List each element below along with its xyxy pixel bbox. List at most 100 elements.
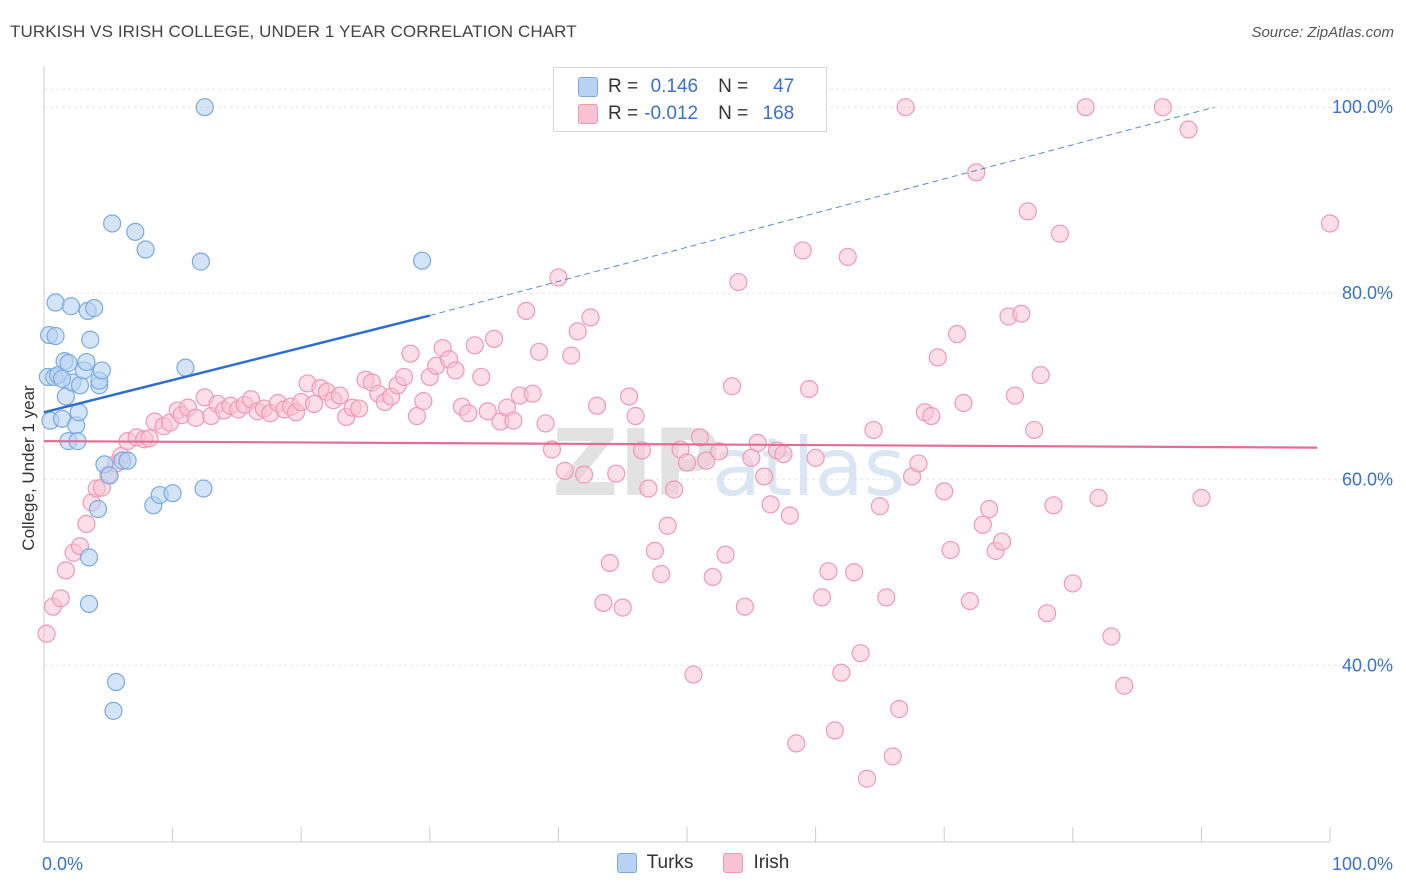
irish-point xyxy=(1018,202,1037,221)
irish-point xyxy=(349,399,369,418)
irish-point xyxy=(613,598,632,617)
irish-point xyxy=(1005,386,1025,405)
irish-point xyxy=(530,342,549,361)
irish-point xyxy=(722,377,742,396)
y-tick-label: 40.0% xyxy=(1342,655,1393,675)
irish-point xyxy=(600,553,619,573)
irish-point xyxy=(639,479,658,498)
irish-point xyxy=(1153,98,1172,117)
irish-point xyxy=(626,406,645,426)
irish-point xyxy=(774,445,793,464)
turks-point xyxy=(79,548,99,567)
axes xyxy=(43,66,1331,843)
turks-point xyxy=(46,293,65,312)
irish-point xyxy=(517,301,536,321)
irish-point xyxy=(555,461,574,480)
turks-trend-extension xyxy=(429,106,1215,317)
legend-irish-label: Irish xyxy=(753,852,790,873)
irish-point xyxy=(562,346,581,365)
irish-point xyxy=(677,453,697,472)
irish-point xyxy=(684,665,703,684)
irish-point xyxy=(304,394,324,414)
irish-point xyxy=(607,464,626,483)
irish-point xyxy=(542,440,562,459)
turks-point xyxy=(59,353,78,373)
irish-point xyxy=(992,532,1012,551)
x-tick-label-left: 0.0% xyxy=(42,854,83,874)
irish-point xyxy=(568,322,587,341)
irish-point xyxy=(935,482,954,501)
legend-turks-label: Turks xyxy=(646,852,694,873)
irish-point xyxy=(800,379,819,399)
irish-point xyxy=(37,624,56,643)
legend-item-irish[interactable]: Irish xyxy=(723,852,789,874)
turks-point xyxy=(106,672,126,692)
turks-point xyxy=(104,701,123,720)
irish-point xyxy=(793,241,812,260)
irish-point xyxy=(838,247,857,267)
irish-point xyxy=(56,561,75,580)
turks-point xyxy=(61,297,81,316)
irish-point xyxy=(761,495,780,514)
turks-n-label: N = xyxy=(718,76,749,97)
irish-point xyxy=(883,747,902,766)
turks-swatch xyxy=(578,77,598,97)
irish-point xyxy=(632,441,652,460)
irish-point xyxy=(819,562,838,581)
irish-swatch xyxy=(578,104,598,124)
irish-trend-line xyxy=(43,440,1318,449)
irish-points xyxy=(37,98,1340,788)
turks-points xyxy=(38,98,432,720)
irish-point xyxy=(1102,627,1121,646)
irish-point xyxy=(140,429,159,448)
turks-point xyxy=(191,252,210,271)
irish-point xyxy=(536,414,555,433)
irish-point xyxy=(812,588,832,607)
turks-point xyxy=(85,299,104,318)
irish-point xyxy=(1031,365,1050,385)
x-tick-label-right: 100.0% xyxy=(1332,854,1393,874)
chart-title: TURKISH VS IRISH COLLEGE, UNDER 1 YEAR C… xyxy=(10,22,577,41)
irish-point xyxy=(703,567,722,587)
turks-point xyxy=(77,352,96,372)
irish-point xyxy=(941,540,960,560)
irish-point xyxy=(735,597,754,616)
irish-point xyxy=(857,769,877,788)
irish-point xyxy=(330,386,349,405)
irish-point xyxy=(1063,574,1082,593)
turks-point xyxy=(126,222,145,241)
irish-point xyxy=(928,348,947,367)
irish-point xyxy=(549,268,568,287)
stats-row-turks: R = 0.146 N = 47 xyxy=(578,75,794,99)
irish-point xyxy=(845,563,864,582)
irish-point xyxy=(716,545,735,564)
irish-point xyxy=(1076,98,1095,117)
stats-legend: R = 0.146 N = 47 R = -0.012 N = 168 xyxy=(553,67,827,132)
irish-point xyxy=(645,541,664,560)
irish-point xyxy=(755,467,774,486)
irish-point xyxy=(1012,304,1031,323)
irish-point xyxy=(1115,676,1134,695)
irish-point xyxy=(1179,120,1198,139)
irish-point xyxy=(581,308,600,327)
turks-point xyxy=(176,358,195,377)
turks-point xyxy=(194,479,213,498)
irish-point xyxy=(1089,488,1108,507)
irish-point xyxy=(729,272,748,292)
turks-point xyxy=(88,499,108,519)
irish-point xyxy=(446,361,465,380)
irish-r-label: R = xyxy=(608,103,639,124)
irish-point xyxy=(780,506,799,525)
irish-point xyxy=(922,406,941,426)
legend-item-turks[interactable]: Turks xyxy=(616,852,694,874)
irish-point xyxy=(710,442,729,461)
source-label: Source: ZipAtlas.com xyxy=(1251,24,1394,41)
irish-point xyxy=(960,591,980,611)
irish-point xyxy=(504,411,523,430)
tick-labels: 40.0% 60.0% 80.0% 100.0% 0.0% 100.0% xyxy=(42,97,1393,874)
irish-point xyxy=(909,454,928,473)
turks-n-value: 47 xyxy=(773,76,795,97)
irish-point xyxy=(870,497,890,516)
irish-point xyxy=(806,448,825,467)
irish-point xyxy=(478,402,497,421)
